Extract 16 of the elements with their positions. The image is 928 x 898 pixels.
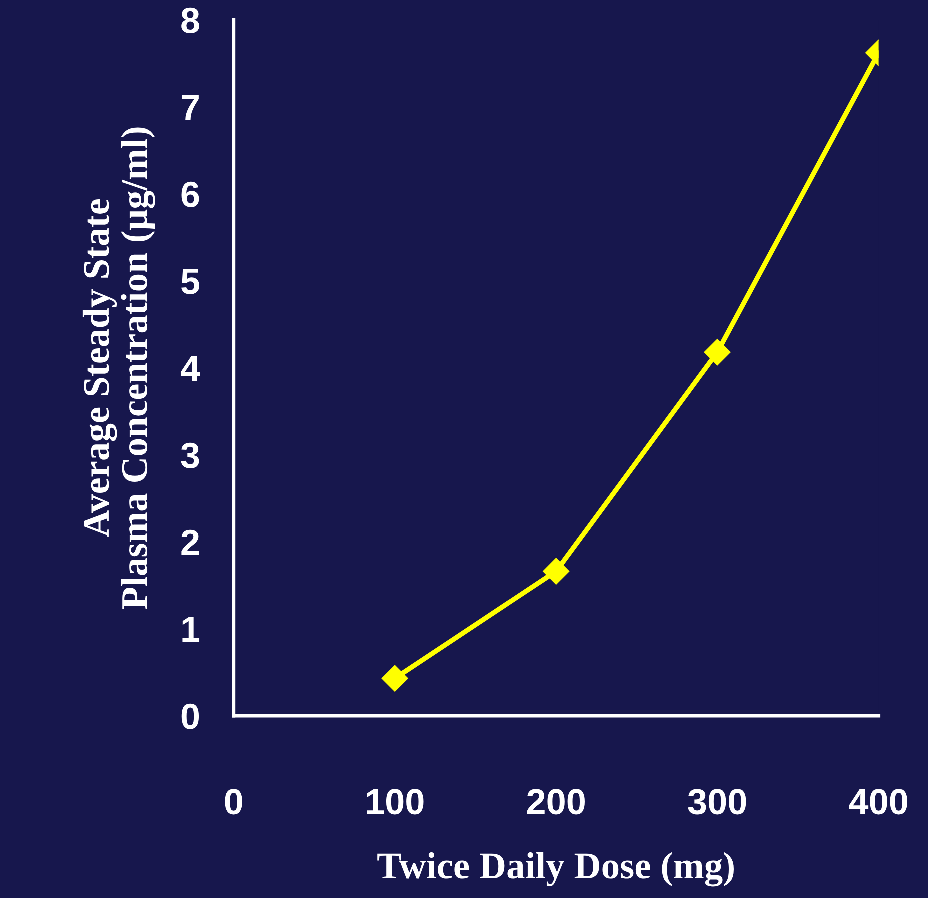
x-tick-label: 400 [849,789,908,815]
y-tick-label: 7 [182,95,199,120]
y-tick-label: 5 [182,269,200,294]
y-tick-label: 3 [181,442,200,468]
x-tick-label: 200 [527,789,585,815]
y-tick-label: 0 [182,704,200,730]
y-tick-label: 8 [182,8,200,34]
y-tick-label: 4 [180,356,200,382]
x-axis-title: Twice Daily Dose (mg) [378,852,734,887]
x-tick-label: 300 [688,789,746,815]
y-tick-label: 6 [182,182,200,208]
x-tick-label: 0 [225,789,242,815]
x-tick-label: 100 [367,789,424,815]
y-tick-label: 2 [182,530,200,556]
y-tick-label: 1 [182,617,200,642]
y-axis-title: Average Steady State Plasma Concentration (μg/ml) [82,128,156,610]
